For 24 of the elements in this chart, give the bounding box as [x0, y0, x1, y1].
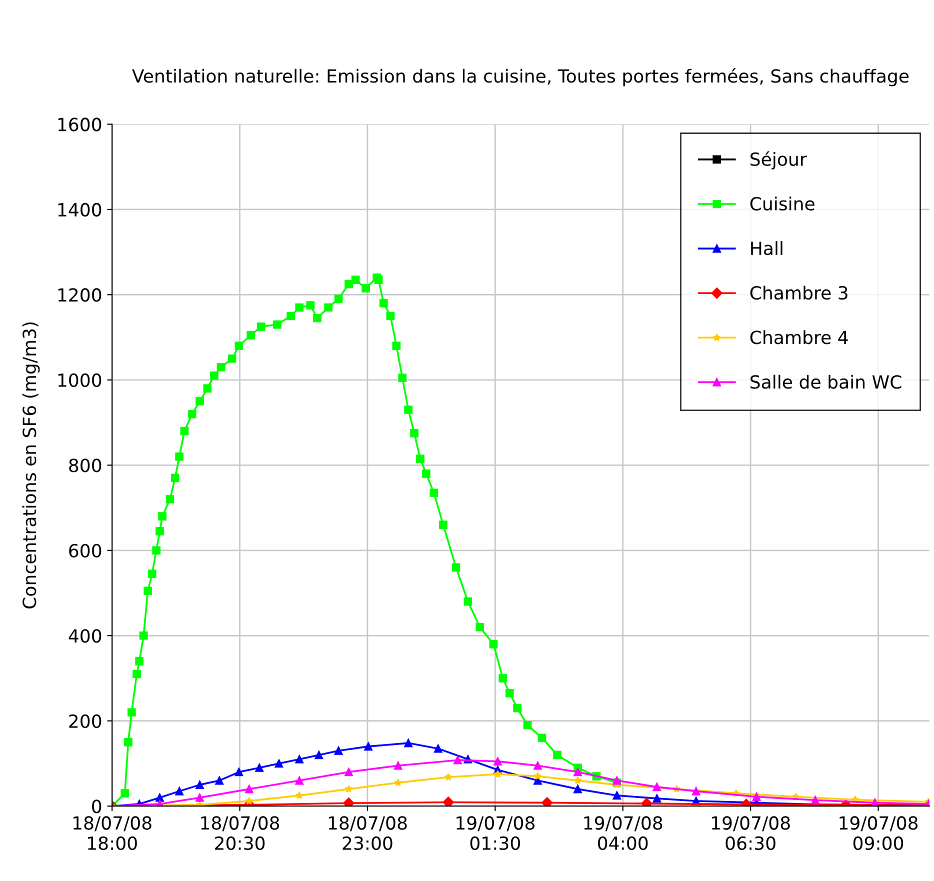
- y-tick-label: 0: [92, 800, 102, 814]
- legend-label: Chambre 4: [750, 330, 848, 344]
- legend-label: Chambre 3: [750, 286, 848, 300]
- legend-label: Cuisine: [750, 196, 814, 211]
- y-tick-label: 1600: [58, 118, 102, 132]
- legend-label: Hall: [751, 241, 782, 256]
- x-tick-label: 18/07/08 20:30: [201, 816, 280, 850]
- legend-label: Séjour: [750, 151, 807, 170]
- y-tick-label: 200: [69, 714, 102, 728]
- y-axis-title: Concentrations en SF6 (mg/m3): [22, 322, 40, 608]
- y-tick-label: 400: [68, 629, 102, 643]
- x-tick-label: 18/07/08 18:00: [74, 816, 152, 850]
- x-tick-label: 18/07/08 23:00: [328, 816, 407, 850]
- x-tick-label: 19/07/08 04:00: [584, 816, 662, 850]
- y-tick-label: 1000: [58, 373, 102, 388]
- x-tick-label: 19/07/08 09:00: [840, 816, 918, 850]
- y-tick-label: 1200: [58, 288, 102, 302]
- y-tick-label: 800: [69, 458, 102, 472]
- chart-title: Ventilation naturelle: Emission dans la cuisine, Toutes portes fermées, Sans chauffage: [132, 68, 909, 86]
- y-tick-label: 600: [69, 544, 102, 558]
- y-tick-label: 1400: [58, 202, 102, 217]
- x-tick-label: 19/07/08 06:30: [712, 816, 790, 850]
- legend-label: Salle de bain WC: [750, 374, 902, 389]
- x-tick-label: 19/07/08 01:30: [456, 816, 534, 850]
